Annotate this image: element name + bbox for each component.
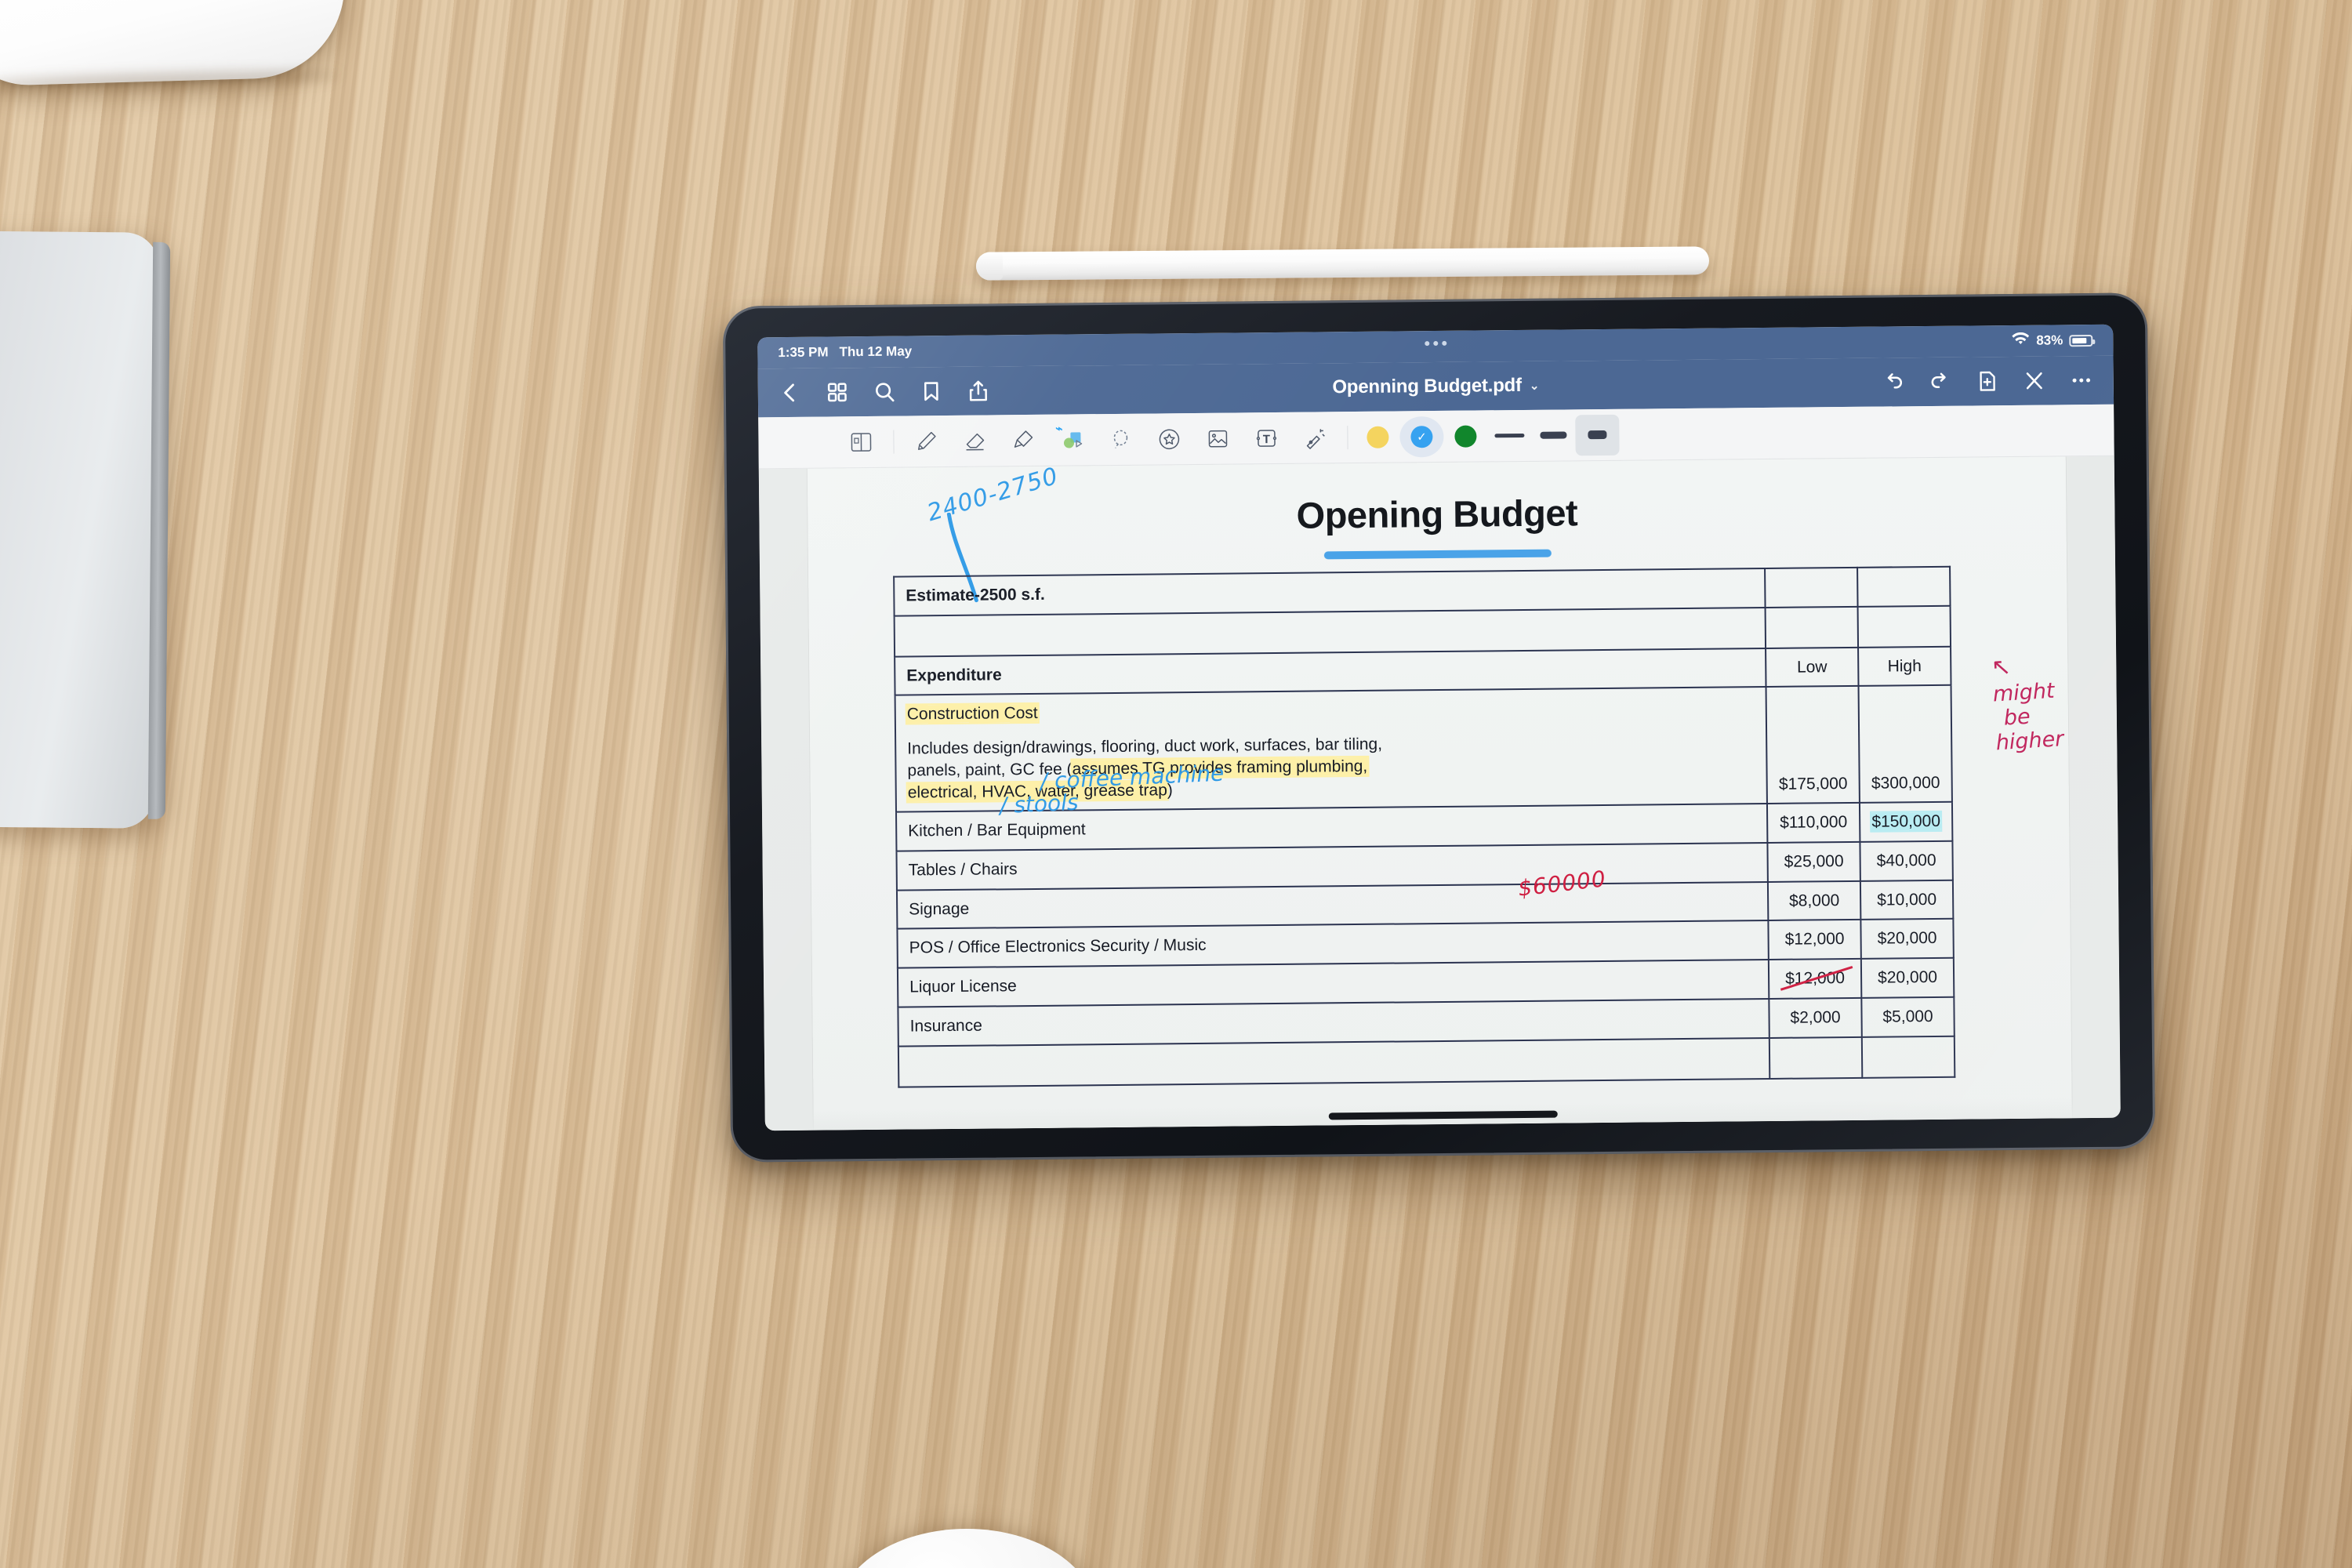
construction-desc-1: Includes design/drawings, flooring, duct… xyxy=(907,735,1383,758)
row-high: $20,000 xyxy=(1860,957,1955,998)
partial-cell-2 xyxy=(1769,1036,1863,1079)
column-header-high: High xyxy=(1858,646,1951,687)
stroke-medium[interactable] xyxy=(1531,415,1575,456)
annotation-toolbar: ⌁ T xyxy=(758,404,2114,470)
construction-desc-2: panels, paint, GC fee ( xyxy=(907,760,1073,780)
battery-icon xyxy=(2069,334,2093,347)
swatch-check-icon: ✓ xyxy=(1417,430,1427,444)
construction-low: $175,000 xyxy=(1766,686,1860,804)
row-high: $5,000 xyxy=(1861,996,1955,1037)
row-high: $20,000 xyxy=(1860,919,1954,960)
battery-percent: 83% xyxy=(2036,332,2063,348)
add-page-icon[interactable] xyxy=(1976,369,1999,393)
toolbar-divider xyxy=(893,430,895,454)
annotation-margin-line1: might xyxy=(1992,678,2056,707)
row-low: $110,000 xyxy=(1766,803,1860,844)
search-icon[interactable] xyxy=(873,380,896,404)
document-title-text: Openning Budget.pdf xyxy=(1332,374,1523,398)
status-date: Thu 12 May xyxy=(839,343,913,360)
row-low: $12,000 xyxy=(1768,920,1861,960)
wifi-icon xyxy=(2011,332,2030,350)
green-swatch[interactable] xyxy=(1454,425,1477,448)
pen-tool[interactable] xyxy=(902,420,950,462)
budget-table: Estimate-2500 s.f. Expenditure Low xyxy=(893,566,1955,1088)
budget-table-wrapper: / coffee machine / stools $60000 Estimat… xyxy=(893,566,1955,1088)
undo-icon[interactable] xyxy=(1882,370,1905,394)
navigation-bar: Openning Budget.pdf ⌄ xyxy=(757,355,2114,418)
row-low: $8,000 xyxy=(1767,880,1861,921)
color-swatch-blue-wrap[interactable]: ✓ xyxy=(1399,416,1444,457)
laptop xyxy=(0,230,171,829)
magic-mouse xyxy=(0,0,347,87)
construction-desc-hl-2: electrical, HVAC, water, grease trap xyxy=(907,780,1167,802)
yellow-swatch[interactable] xyxy=(1367,426,1389,448)
tablet-device: 1:35 PM Thu 12 May 83% xyxy=(722,292,2156,1163)
construction-desc-hl-1: assumes TG provides framing plumbing, xyxy=(1072,757,1368,779)
row-high: $150,000 xyxy=(1859,802,1953,842)
apple-pencil[interactable] xyxy=(975,246,1710,281)
column-header-low: Low xyxy=(1766,647,1859,688)
bookmark-icon[interactable] xyxy=(920,379,943,403)
redo-icon[interactable] xyxy=(1929,370,1952,394)
toolbar-divider-2 xyxy=(1347,425,1348,449)
lasso-tool[interactable] xyxy=(1096,419,1145,460)
bluetooth-icon: ⌁ xyxy=(1055,422,1063,436)
color-swatch-yellow-wrap[interactable] xyxy=(1356,416,1399,458)
annotation-range-arrow xyxy=(946,512,978,603)
construction-high: $300,000 xyxy=(1858,685,1952,804)
status-bar: 1:35 PM Thu 12 May 83% xyxy=(757,324,2114,369)
shapes-tool[interactable]: ⌁ xyxy=(1047,419,1096,461)
row-low: $2,000 xyxy=(1769,997,1862,1038)
title-underline-annotation xyxy=(1323,549,1552,560)
pdf-page: Opening Budget 2400-2750 ↖ might be high… xyxy=(807,456,2072,1131)
estimate-low xyxy=(1765,567,1858,608)
spacer-cell-2 xyxy=(1765,606,1859,648)
tablet-screen: 1:35 PM Thu 12 May 83% xyxy=(757,324,2121,1131)
construction-desc-3: ) xyxy=(1167,780,1173,799)
eraser-tool[interactable] xyxy=(950,420,999,462)
page-view-tool[interactable] xyxy=(837,421,885,463)
chevron-down-icon[interactable]: ⌄ xyxy=(1529,379,1540,393)
highlighter-tool[interactable] xyxy=(999,419,1047,461)
back-chevron-icon[interactable] xyxy=(779,381,802,405)
blue-swatch[interactable]: ✓ xyxy=(1410,425,1433,448)
annotation-margin-arrow: ↖ xyxy=(1991,653,2013,682)
table-row-construction: Construction Cost Includes design/drawin… xyxy=(895,685,1952,812)
construction-name: Construction Cost xyxy=(906,704,1038,724)
more-ellipsis-icon[interactable] xyxy=(2070,368,2093,392)
multitask-handle[interactable] xyxy=(1424,340,1446,347)
annotation-margin-line3: higher xyxy=(1995,727,2065,756)
spacer-cell-3 xyxy=(1857,605,1951,648)
row-high: $10,000 xyxy=(1860,880,1954,920)
row-low: $25,000 xyxy=(1767,841,1860,882)
grid-thumbnails-icon[interactable] xyxy=(826,380,849,404)
construction-description: Includes design/drawings, flooring, duct… xyxy=(907,730,1755,804)
row-high: $40,000 xyxy=(1860,840,1953,881)
svg-text:T: T xyxy=(1263,433,1270,446)
close-pencil-icon[interactable] xyxy=(2023,369,2046,393)
text-tool[interactable]: T xyxy=(1242,417,1290,459)
magic-tool[interactable] xyxy=(1290,417,1339,459)
row-low: $12,000 xyxy=(1768,959,1862,999)
estimate-high xyxy=(1857,566,1951,607)
sticker-tool[interactable] xyxy=(1145,418,1193,459)
color-swatch-green-wrap[interactable] xyxy=(1443,416,1487,457)
annotation-margin-note: ↖ might be higher xyxy=(1991,651,2064,756)
partial-cell-1 xyxy=(898,1037,1770,1087)
construction-cell: Construction Cost Includes design/drawin… xyxy=(895,687,1767,812)
annotation-margin-line2: be xyxy=(2003,704,2031,731)
document-scroll-area[interactable]: Opening Budget 2400-2750 ↖ might be high… xyxy=(758,456,2121,1131)
stroke-thin[interactable] xyxy=(1487,415,1531,456)
stroke-thick[interactable] xyxy=(1575,414,1620,456)
share-icon[interactable] xyxy=(967,379,990,402)
image-tool[interactable] xyxy=(1193,418,1242,459)
partial-cell-3 xyxy=(1861,1036,1955,1078)
status-time: 1:35 PM xyxy=(778,344,829,361)
document-title[interactable]: Openning Budget.pdf ⌄ xyxy=(1332,375,1539,399)
